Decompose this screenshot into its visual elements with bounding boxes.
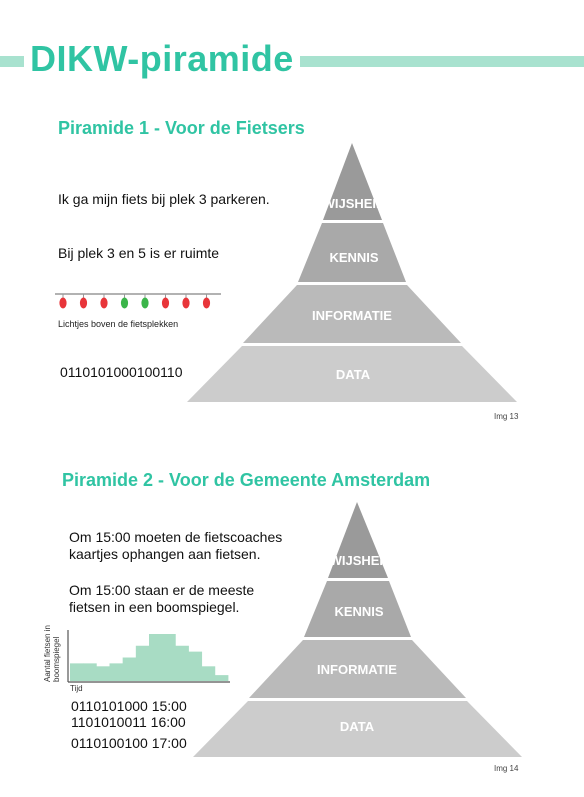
chart-bar-6	[135, 645, 150, 681]
chart-bar-1	[70, 663, 84, 681]
pyramid2-knowledge-line1: Om 15:00 staan er de meeste	[69, 582, 255, 598]
pyramid1-diagram: WIJSHEID KENNIS INFORMATIE DATA	[187, 143, 517, 402]
lights-caption: Lichtjes boven de fietsplekken	[58, 319, 179, 329]
chart-bar-9	[175, 645, 189, 681]
pyramid1-tier-data	[187, 346, 517, 402]
pyramid2-data-line2: 1101010011 16:00	[71, 714, 186, 730]
chart-ylabel-line2: boomspiegel	[52, 636, 61, 682]
pyramid2-tier-knowledge	[304, 581, 411, 637]
chart-xlabel: Tijd	[70, 684, 83, 693]
pyramid2-wisdom-line1: Om 15:00 moeten de fietscoaches	[69, 529, 283, 545]
pyramid2-data-line3: 0110100100 17:00	[71, 735, 187, 751]
pyramid1-label-knowledge: KENNIS	[329, 250, 378, 265]
pyramid1-label-wisdom: WIJSHEID	[323, 196, 386, 211]
pyramid1-tier-information	[243, 285, 461, 343]
light-green-4	[120, 297, 129, 309]
chart-bar-4	[109, 663, 124, 681]
light-red-8	[202, 297, 211, 309]
pyramid1-knowledge-text: Bij plek 3 en 5 is er ruimte	[58, 245, 220, 261]
pyramid1-heading: Piramide 1 - Voor de Fietsers	[58, 118, 305, 138]
pyramid1-label-information: INFORMATIE	[312, 308, 392, 323]
lights-strip	[55, 293, 221, 309]
light-red-1	[59, 297, 67, 309]
pyramid1-data-text: 0110101000100110	[60, 364, 183, 380]
chart-ylabel-line1: Aantal fietsen in	[43, 625, 52, 682]
pyramid1-tier-wisdom	[323, 143, 382, 220]
time-chart: Aantal fietsen in boomspiegel Tijd	[43, 625, 230, 693]
chart-bar-3	[96, 666, 110, 681]
img14-caption: Img 14	[494, 764, 519, 773]
img13-caption: Img 13	[494, 412, 519, 421]
pyramid1-label-data: DATA	[336, 367, 371, 382]
chart-bar-11	[201, 666, 216, 681]
pyramid2-tier-wisdom	[328, 502, 388, 578]
chart-bar-10	[188, 651, 203, 681]
pyramid2-wisdom-line2: kaartjes ophangen aan fietsen.	[69, 546, 261, 562]
chart-bar-12	[214, 675, 229, 681]
chart-bar-7	[149, 634, 163, 681]
pyramid2-tier-data	[193, 701, 522, 757]
light-red-7	[182, 297, 190, 309]
chart-bar-5	[122, 657, 137, 681]
page-title: DIKW-piramide	[30, 38, 294, 79]
pyramid2-label-wisdom: WIJSHEID	[330, 553, 393, 568]
title-bar-left	[0, 56, 24, 67]
chart-bar-8	[162, 634, 176, 681]
pyramid2-tier-information	[249, 640, 466, 698]
light-green-5	[141, 297, 149, 309]
chart-bar-2	[83, 663, 97, 681]
pyramid2-label-information: INFORMATIE	[317, 662, 397, 677]
light-red-2	[79, 297, 88, 309]
pyramid2-label-data: DATA	[340, 719, 375, 734]
light-red-3	[100, 297, 108, 309]
pyramid2-knowledge-line2: fietsen in een boomspiegel.	[69, 599, 240, 615]
pyramid2-heading: Piramide 2 - Voor de Gemeente Amsterdam	[62, 470, 431, 490]
pyramid2-data-line1: 0110101000 15:00	[71, 698, 187, 714]
pyramid2-label-knowledge: KENNIS	[334, 604, 383, 619]
pyramid1-tier-knowledge	[298, 223, 406, 282]
light-red-6	[161, 297, 170, 309]
pyramid1-wisdom-text: Ik ga mijn fiets bij plek 3 parkeren.	[58, 191, 270, 207]
title-bar-right	[300, 56, 584, 67]
